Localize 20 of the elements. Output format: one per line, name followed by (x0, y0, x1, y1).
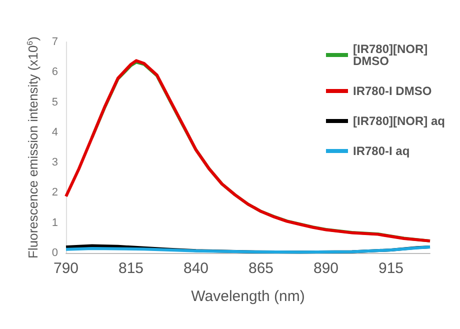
y-tick-label: 5 (52, 96, 58, 108)
y-tick-label: 3 (52, 156, 58, 169)
x-tick-label: 790 (53, 260, 79, 277)
x-tick-label: 915 (378, 260, 404, 277)
x-tick-label: 815 (118, 260, 144, 277)
y-tick-label: 7 (52, 36, 58, 48)
y-tick-label: 4 (52, 126, 58, 138)
y-tick-label: 0 (52, 247, 58, 259)
y-tick-label: 1 (52, 216, 58, 229)
x-tick-label: 890 (313, 260, 339, 277)
y-axis-title: Fluorescence emission intensity (x106) (26, 36, 40, 258)
x-tick-label: 865 (248, 260, 274, 277)
legend-label: IR780-I DMSO (352, 84, 432, 98)
legend-label: [IR780][NOR] DMSO (352, 42, 432, 68)
legend-label: [IR780][NOR] aq (352, 114, 446, 128)
y-tick-label: 2 (52, 186, 58, 199)
y-tick-label: 6 (52, 66, 58, 78)
legend-label: IR780-I aq (352, 144, 410, 158)
x-tick-label: 840 (183, 260, 209, 277)
x-axis-title: Wavelength (nm) (191, 288, 305, 305)
